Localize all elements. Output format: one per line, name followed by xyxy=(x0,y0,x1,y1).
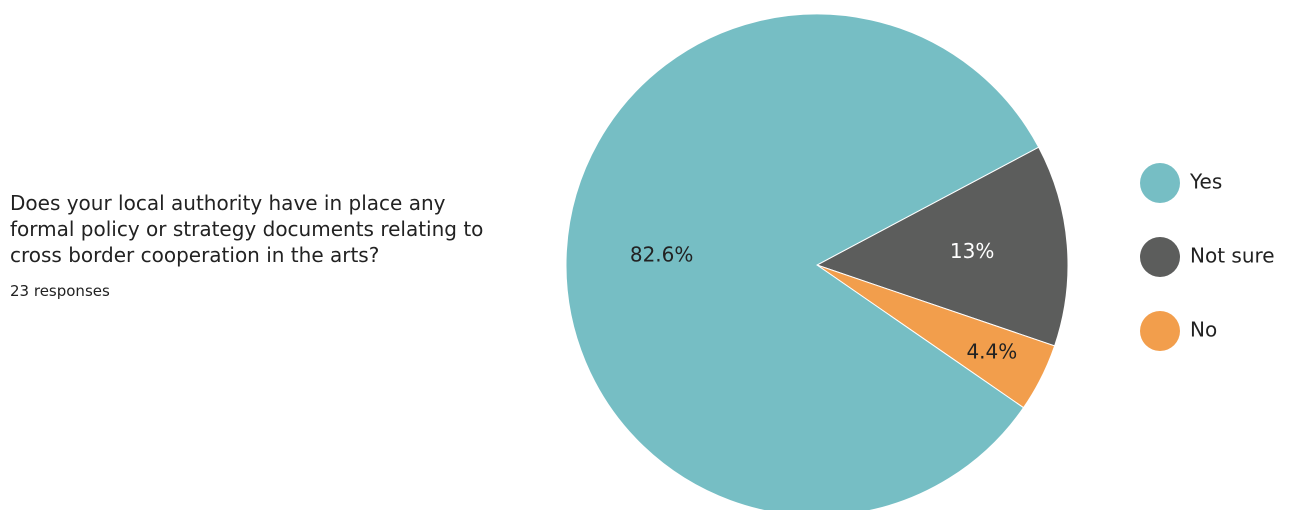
question-block: Does your local authority have in place … xyxy=(10,190,510,300)
legend-label-no: No xyxy=(1190,318,1217,342)
legend-swatch-yes xyxy=(1140,163,1180,203)
legend-label-yes: Yes xyxy=(1189,170,1222,194)
pie-slice-yes xyxy=(565,13,1040,510)
legend-swatch-no xyxy=(1140,311,1180,351)
pie-slice-label-not-sure: 13% xyxy=(950,239,994,263)
pie-slice-labels: 13% 4.4% 82.6% xyxy=(630,239,1017,364)
pie-slices xyxy=(565,13,1069,510)
pie-slice-label-no: 4.4% xyxy=(966,340,1017,364)
legend: Yes Not sure No xyxy=(1140,163,1275,351)
legend-swatch-not-sure xyxy=(1140,237,1180,277)
question-title: Does your local authority have in place … xyxy=(10,191,484,267)
pie-slice-label-yes: 82.6% xyxy=(630,242,694,266)
pie-slice-not-sure xyxy=(815,146,1069,347)
legend-label-not-sure: Not sure xyxy=(1190,244,1275,268)
responses-count: 23 responses xyxy=(10,282,110,300)
